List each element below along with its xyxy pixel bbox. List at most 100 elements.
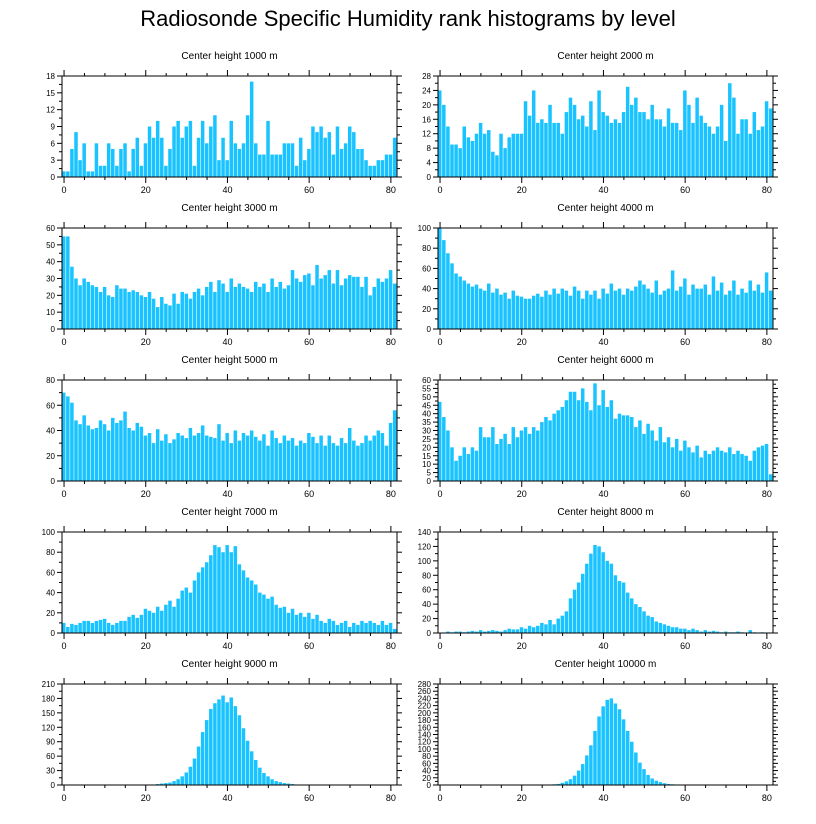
histogram-bar bbox=[523, 628, 528, 633]
histogram-bar bbox=[262, 772, 266, 785]
histogram-bar bbox=[674, 627, 679, 633]
histogram-bar bbox=[347, 275, 352, 329]
histogram-bar bbox=[155, 120, 160, 177]
histogram-bar bbox=[605, 699, 609, 785]
histogram-bar bbox=[580, 388, 585, 481]
histogram-bar bbox=[674, 290, 679, 329]
histogram-bar bbox=[127, 171, 131, 177]
histogram-bar bbox=[392, 628, 397, 633]
x-tick-label: 20 bbox=[517, 641, 527, 651]
histogram-bar bbox=[499, 631, 503, 633]
histogram-bar bbox=[658, 427, 663, 481]
histogram-bar bbox=[605, 560, 609, 633]
histogram-bar bbox=[740, 119, 744, 177]
histogram-bar bbox=[282, 288, 287, 329]
histogram-bar bbox=[98, 619, 103, 633]
histogram-bar bbox=[699, 457, 703, 481]
histogram-bar bbox=[347, 126, 352, 177]
histogram-bar bbox=[249, 430, 254, 481]
y-tick-label: 0 bbox=[51, 781, 56, 790]
y-tick-label: 10 bbox=[422, 460, 431, 469]
y-tick-label: 120 bbox=[42, 723, 56, 732]
histogram-bar bbox=[478, 122, 483, 177]
histogram-bar bbox=[356, 624, 360, 633]
y-tick-label: 18 bbox=[46, 72, 55, 81]
histogram-bar bbox=[617, 288, 622, 329]
histogram-bar bbox=[638, 607, 642, 633]
histogram-bar bbox=[748, 630, 752, 633]
histogram-bar bbox=[188, 592, 193, 633]
y-tick-label: 60 bbox=[46, 752, 55, 761]
histogram-bar bbox=[560, 406, 565, 481]
histogram-bar bbox=[695, 97, 699, 177]
histogram-bar bbox=[90, 171, 95, 177]
histogram-bar bbox=[196, 572, 201, 633]
y-tick-label: 35 bbox=[422, 418, 431, 427]
histogram-bar bbox=[503, 292, 507, 329]
histogram-bar bbox=[217, 699, 221, 785]
histogram-bar bbox=[597, 546, 601, 633]
x-tick-label: 40 bbox=[598, 185, 608, 195]
histogram-bar bbox=[593, 383, 597, 481]
histogram-bar bbox=[650, 292, 654, 329]
histogram-bar bbox=[139, 614, 144, 633]
histogram-bar bbox=[454, 144, 458, 177]
histogram-bar bbox=[254, 143, 258, 177]
histogram-bar bbox=[605, 115, 609, 177]
histogram-bar bbox=[495, 288, 499, 329]
histogram-bar bbox=[266, 776, 270, 785]
histogram-bar bbox=[160, 783, 164, 785]
x-tick-label: 40 bbox=[598, 337, 608, 347]
histogram-bar bbox=[707, 631, 712, 633]
histogram-bar bbox=[376, 430, 381, 481]
histogram-bar bbox=[217, 424, 221, 481]
histogram-bar bbox=[544, 290, 548, 329]
histogram-bar bbox=[723, 140, 728, 177]
histogram-bar bbox=[127, 427, 131, 481]
histogram-bar bbox=[662, 624, 667, 633]
histogram-bar bbox=[168, 148, 172, 177]
histogram-bar bbox=[474, 450, 479, 481]
histogram-bar bbox=[732, 454, 736, 481]
histogram-bar bbox=[180, 291, 184, 329]
histogram-bar bbox=[147, 433, 152, 481]
x-tick-label: 60 bbox=[304, 337, 314, 347]
y-tick-label: 80 bbox=[46, 548, 55, 557]
histogram-bar bbox=[66, 396, 70, 481]
histogram-bar bbox=[658, 119, 663, 177]
histogram-bar bbox=[470, 286, 475, 329]
histogram-bar bbox=[106, 295, 111, 329]
y-tick-label: 40 bbox=[422, 410, 431, 419]
x-tick-label: 0 bbox=[62, 185, 67, 195]
histogram-bar bbox=[572, 775, 577, 785]
histogram-bar bbox=[119, 148, 123, 177]
histogram-bar bbox=[662, 290, 667, 329]
histogram-bar bbox=[123, 288, 127, 329]
histogram-bar bbox=[372, 435, 376, 481]
histogram-bar bbox=[266, 598, 270, 633]
y-tick-label: 200 bbox=[418, 709, 432, 718]
y-tick-label: 150 bbox=[42, 709, 56, 718]
histogram-bar bbox=[70, 148, 74, 177]
histogram-bar bbox=[507, 443, 511, 481]
histogram-bar bbox=[621, 294, 626, 329]
histogram-bar bbox=[519, 430, 524, 481]
histogram-bar bbox=[286, 285, 291, 329]
histogram-bar bbox=[760, 292, 765, 329]
histogram-bar bbox=[294, 165, 299, 177]
histogram-bar bbox=[482, 290, 487, 329]
histogram-bar bbox=[703, 450, 708, 481]
histogram-bar bbox=[286, 783, 291, 785]
histogram-bar bbox=[642, 611, 646, 633]
histogram-bar bbox=[715, 631, 720, 633]
histogram-bar bbox=[711, 450, 716, 481]
histogram-bar bbox=[523, 427, 528, 481]
histogram-bar bbox=[654, 621, 659, 633]
histogram-bar bbox=[736, 631, 740, 633]
histogram-bar bbox=[213, 438, 217, 481]
histogram-bar bbox=[679, 628, 683, 633]
histogram-bar bbox=[642, 284, 646, 329]
histogram-bar bbox=[62, 622, 66, 633]
histogram-bar bbox=[127, 616, 131, 633]
histogram-bar bbox=[446, 631, 450, 633]
